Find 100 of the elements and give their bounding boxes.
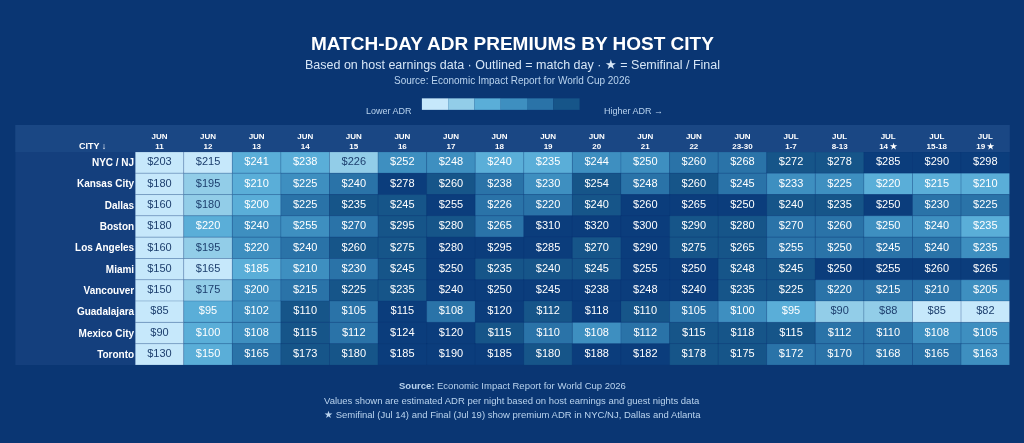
data-label: $248: [633, 283, 658, 296]
data-label: $225: [292, 197, 318, 210]
x-tick-label: JUN 11: [151, 131, 168, 152]
data-label: $245: [390, 197, 415, 210]
data-label: $180: [195, 197, 221, 210]
data-label: $105: [973, 325, 998, 338]
data-label: $250: [730, 197, 755, 210]
data-label: $225: [778, 283, 804, 296]
data-label: $300: [633, 219, 658, 232]
data-label: $112: [341, 325, 366, 338]
data-label: $265: [973, 261, 998, 274]
data-label: $165: [195, 261, 221, 274]
data-label: $290: [681, 219, 707, 232]
data-label: $115: [682, 325, 706, 338]
data-label: $260: [681, 155, 707, 168]
data-label: $190: [438, 347, 464, 360]
data-label: $182: [633, 347, 658, 360]
data-label: $240: [292, 240, 318, 253]
data-label: $250: [875, 197, 901, 210]
data-label: $200: [244, 283, 269, 296]
data-label: $270: [341, 219, 367, 232]
data-label: $260: [827, 219, 852, 232]
x-tick-label: JUL 1-7: [783, 131, 799, 152]
data-label: $265: [487, 219, 512, 232]
data-label: $275: [390, 240, 415, 253]
data-label: $108: [438, 304, 464, 317]
data-label: $110: [633, 304, 658, 317]
data-label: $150: [147, 283, 172, 296]
data-label: $205: [973, 283, 998, 296]
data-label: $220: [827, 283, 852, 296]
data-label: $200: [244, 197, 269, 210]
y-tick-label: Dallas: [104, 199, 135, 211]
data-label: $108: [924, 325, 950, 338]
x-tick-label: JUN 22: [685, 131, 703, 152]
data-label: $250: [681, 261, 707, 274]
data-label: $160: [147, 240, 172, 253]
data-label: $220: [875, 176, 901, 189]
data-label: $110: [876, 325, 901, 338]
data-label: $102: [244, 304, 269, 317]
data-label: $215: [924, 176, 950, 189]
data-label: $225: [341, 283, 367, 296]
data-label: $280: [438, 240, 464, 253]
data-label: $124: [390, 325, 415, 338]
data-label: $163: [973, 347, 998, 360]
data-label: $270: [778, 219, 804, 232]
data-label: $245: [730, 176, 755, 189]
y-tick-label: Toronto: [97, 348, 135, 360]
data-label: $165: [244, 347, 269, 360]
data-label: $180: [535, 347, 561, 360]
data-label: $240: [438, 283, 464, 296]
y-tick-label: Kansas City: [76, 178, 135, 190]
data-label: $115: [390, 304, 415, 317]
data-label: $215: [875, 283, 901, 296]
data-label: $254: [584, 176, 609, 189]
data-label: $235: [973, 240, 998, 253]
y-tick-label: Mexico City: [78, 327, 135, 339]
x-tick-label: JUN 18: [491, 131, 508, 152]
data-label: $108: [244, 325, 269, 338]
data-label: $95: [781, 304, 801, 317]
data-label: $248: [730, 261, 755, 274]
x-tick-label: JUN 23-30: [732, 131, 754, 152]
data-label: $230: [535, 176, 561, 189]
data-label: $178: [681, 347, 707, 360]
data-label: $265: [730, 240, 755, 253]
data-label: $226: [487, 197, 512, 210]
data-label: $240: [681, 283, 707, 296]
data-label: $225: [292, 176, 318, 189]
y-tick-label: Vancouver: [83, 284, 135, 296]
data-label: $175: [195, 283, 221, 296]
data-label: $245: [875, 240, 901, 253]
data-label: $240: [924, 219, 950, 232]
data-label: $260: [633, 197, 658, 210]
data-label: $278: [827, 155, 852, 168]
data-label: $185: [487, 347, 512, 360]
data-label: $240: [244, 219, 269, 232]
data-label: $238: [487, 176, 512, 189]
data-label: $250: [827, 240, 852, 253]
data-label: $100: [195, 325, 221, 338]
data-label: $230: [341, 261, 367, 274]
data-label: $280: [730, 219, 755, 232]
data-label: $260: [681, 176, 707, 189]
data-label: $245: [390, 261, 415, 274]
data-label: $118: [730, 325, 755, 338]
data-label: $150: [147, 261, 172, 274]
data-label: $265: [681, 197, 707, 210]
x-tick-label: JUL 19 ★: [976, 131, 996, 152]
data-label: $220: [244, 240, 269, 253]
data-label: $238: [584, 283, 609, 296]
data-label: $235: [827, 197, 852, 210]
data-label: $105: [681, 304, 707, 317]
y-tick-label: Boston: [99, 221, 135, 233]
x-tick-label: JUN 12: [200, 131, 217, 152]
data-label: $220: [535, 197, 561, 210]
text: ★ Semifinal (Jul 14) and Final (Jul 19) show premium ADR in NYC/NJ, Dallas and Atlanta: [324, 409, 702, 420]
data-label: $295: [487, 240, 512, 253]
data-label: $310: [535, 219, 561, 232]
x-tick-label: JUN 20: [588, 131, 605, 152]
text: Higher ADR →: [604, 106, 664, 116]
data-label: $235: [535, 155, 561, 168]
x-tick-label: JUN 13: [248, 131, 265, 152]
